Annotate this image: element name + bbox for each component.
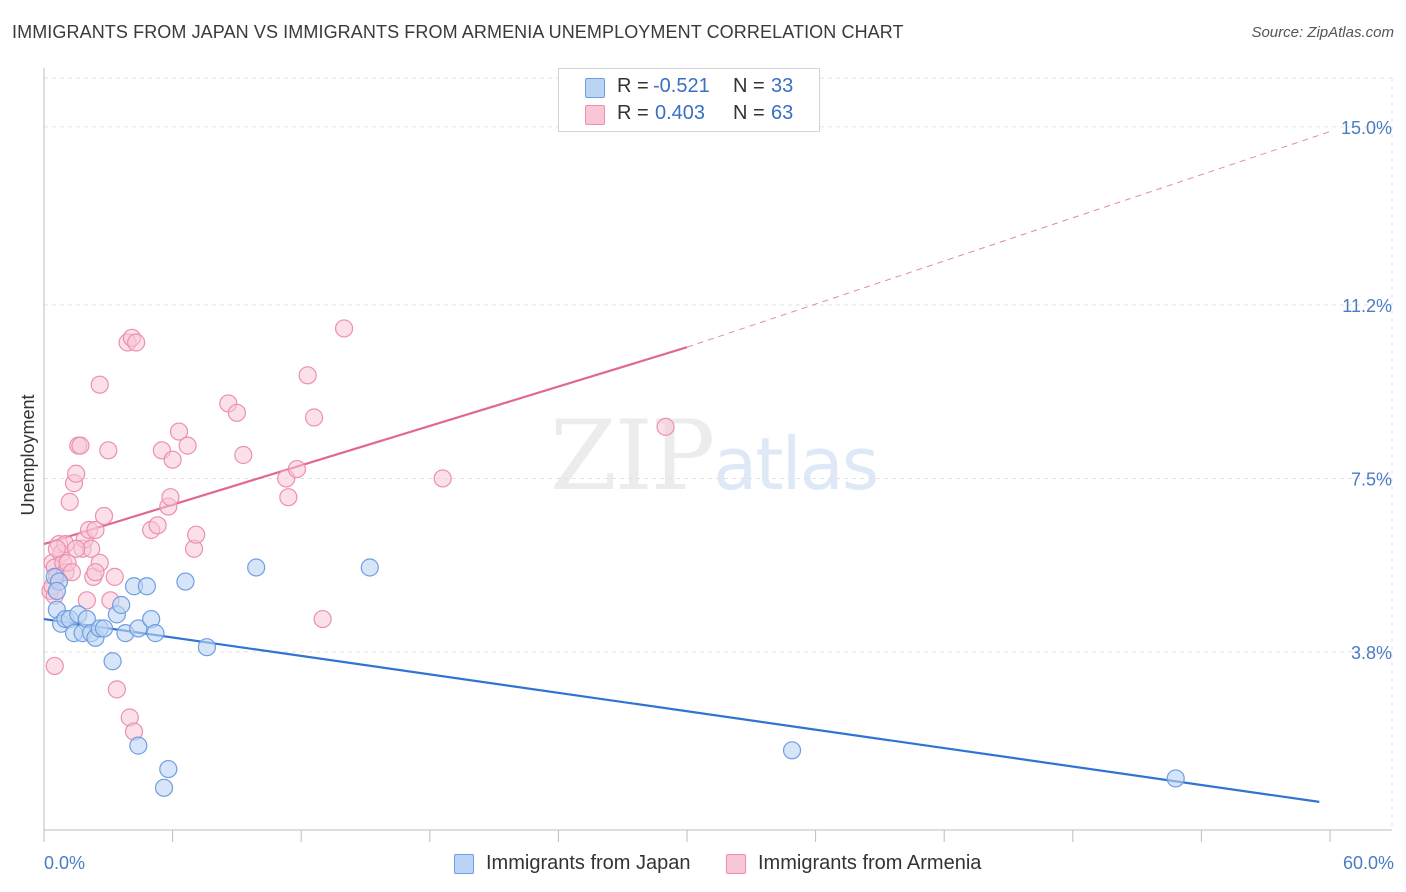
armenia-point — [298, 366, 317, 385]
japan-point — [137, 577, 156, 596]
y-tick-label: 15.0% — [1341, 118, 1392, 138]
legend-r-label: R = — [617, 102, 649, 124]
armenia-point — [127, 333, 146, 352]
armenia-point — [148, 516, 167, 535]
armenia-legend-swatch — [726, 854, 746, 874]
armenia-point — [90, 375, 109, 394]
armenia-point — [279, 488, 298, 507]
japan-legend-label: Immigrants from Japan — [486, 852, 691, 874]
armenia-point — [99, 441, 118, 460]
armenia-point — [161, 488, 180, 507]
y-tick-label: 3.8% — [1351, 643, 1392, 663]
legend-row-armenia: R = 0.403 N = 63 — [559, 102, 819, 128]
stats-legend: R = -0.521 N = 33 R = 0.403 N = 63 — [558, 68, 820, 132]
armenia-point — [287, 459, 307, 479]
legend-row-japan: R = -0.521 N = 33 — [559, 75, 819, 101]
y-axis-label: Unemployment — [18, 394, 38, 515]
y-tick-label: 11.2% — [1342, 296, 1392, 316]
japan-point — [197, 638, 216, 657]
japan-point — [247, 558, 266, 577]
watermark-atlas: atlas — [713, 422, 879, 506]
armenia-point — [178, 436, 197, 455]
armenia-point — [234, 445, 253, 465]
armenia-point — [107, 680, 126, 699]
japan-point — [782, 741, 802, 760]
japan-point — [146, 624, 165, 643]
japan-trend-line — [43, 617, 1320, 803]
armenia-point — [313, 609, 332, 629]
armenia-point — [163, 450, 182, 469]
armenia-point — [227, 403, 246, 422]
japan-point — [94, 619, 114, 638]
armenia-point — [67, 539, 86, 558]
japan-point — [154, 778, 174, 797]
armenia-point — [304, 408, 324, 427]
armenia-point — [71, 436, 90, 455]
armenia-swatch — [585, 105, 605, 125]
japan-point — [103, 652, 122, 671]
armenia-point — [60, 492, 79, 511]
y-tick-label: 7.5% — [1351, 469, 1392, 489]
japan-swatch — [585, 78, 605, 98]
watermark-zip: ZIP — [550, 400, 715, 512]
axes — [43, 68, 1392, 842]
armenia-point — [187, 525, 206, 544]
japan-point — [129, 736, 148, 755]
japan-r-value: -0.521 — [653, 75, 710, 97]
japan-point — [360, 558, 379, 577]
data-points — [41, 319, 1185, 797]
armenia-point — [86, 563, 105, 582]
japan-point — [159, 759, 178, 779]
armenia-n-value: 63 — [771, 102, 794, 124]
armenia-legend-label: Immigrants from Armenia — [758, 852, 982, 874]
trend-lines — [43, 131, 1331, 803]
armenia-r-value: 0.403 — [655, 102, 706, 124]
chart-title: IMMIGRANTS FROM JAPAN VS IMMIGRANTS FROM… — [12, 22, 904, 42]
japan-point — [176, 572, 195, 591]
japan-point — [1166, 769, 1185, 788]
japan-point — [129, 619, 148, 638]
armenia-point — [45, 656, 64, 676]
armenia-point — [169, 422, 189, 441]
armenia-point — [433, 469, 452, 488]
watermark: ZIPatlas — [550, 400, 879, 512]
armenia-point — [62, 563, 81, 582]
x-tick-label: 60.0% — [1343, 853, 1394, 873]
legend-r-label: R = — [617, 75, 649, 97]
armenia-point — [77, 591, 96, 610]
tick-labels: 3.8% 7.5% 11.2% 15.0% 0.0% 60.0% — [44, 118, 1394, 873]
armenia-point — [105, 567, 124, 586]
armenia-point — [86, 520, 105, 540]
japan-n-value: 33 — [771, 75, 794, 97]
series-legend: Immigrants from Japan Immigrants from Ar… — [0, 852, 1406, 878]
armenia-point — [67, 464, 86, 483]
japan-point — [112, 595, 131, 615]
x-tick-label: 0.0% — [44, 853, 85, 873]
armenia-point — [94, 506, 114, 526]
japan-legend-swatch — [454, 854, 474, 874]
legend-n-label: N = — [733, 102, 765, 124]
source-label: Source: ZipAtlas.com — [1251, 24, 1394, 41]
japan-point — [47, 581, 66, 601]
legend-n-label: N = — [733, 75, 765, 97]
armenia-point — [47, 539, 66, 558]
armenia-point — [334, 319, 354, 338]
armenia-trend-line — [43, 346, 688, 546]
armenia-trend-extension — [686, 131, 1331, 348]
armenia-point — [656, 417, 675, 436]
